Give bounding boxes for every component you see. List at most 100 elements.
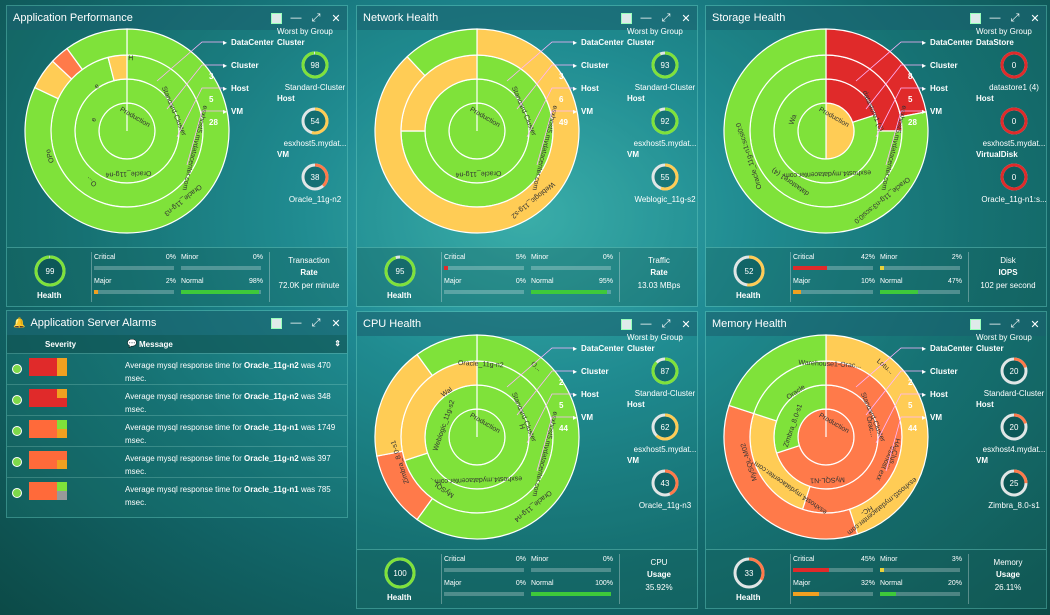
arrow-icon: ▸ — [223, 61, 227, 70]
sunburst-segment[interactable] — [825, 334, 929, 535]
sunburst-segment[interactable] — [416, 334, 580, 540]
maximize-button[interactable]: ⤢ — [1010, 11, 1020, 24]
minimize-button[interactable]: — — [640, 318, 652, 330]
restore-button[interactable] — [966, 316, 984, 332]
group-name[interactable]: esxhost5.mydat... — [283, 139, 347, 148]
group-health-ring[interactable]: 55 — [650, 162, 680, 192]
group-health-ring[interactable]: 93 — [650, 50, 680, 80]
group-health-ring[interactable]: 54 — [300, 106, 330, 136]
group-health-ring[interactable]: 20 — [999, 412, 1029, 442]
group-name[interactable]: Zimbra_8.0-s1 — [988, 501, 1040, 510]
close-button[interactable]: ✕ — [1030, 318, 1040, 331]
expand-icon[interactable] — [12, 364, 22, 374]
restore-button[interactable] — [267, 10, 285, 26]
alarm-row[interactable]: Average mysql response time for Oracle_1… — [7, 446, 347, 481]
panel-titlebar: Storage Health — ⤢ ✕ — [706, 6, 1046, 30]
leader-line — [885, 416, 924, 472]
minimize-button[interactable]: — — [989, 318, 1001, 330]
footer-divider — [269, 252, 270, 302]
overall-health-ring[interactable]: 95 — [383, 254, 417, 288]
overall-health-ring[interactable]: 99 — [33, 254, 67, 288]
group-health-ring[interactable]: 62 — [650, 412, 680, 442]
group-name[interactable]: Standard-Cluster — [284, 83, 346, 92]
sunburst-chart[interactable]: Production datastore1 (3)esxhost5.mydatac… — [706, 6, 1047, 248]
restore-button[interactable] — [617, 316, 635, 332]
footer-divider — [441, 554, 442, 604]
sunburst-segment[interactable] — [24, 28, 230, 234]
maximize-button[interactable]: ⤢ — [311, 11, 321, 24]
alarm-row[interactable]: Average mysql response time for Oracle_1… — [7, 353, 347, 388]
sort-icon[interactable]: ⇕ — [334, 339, 341, 348]
expand-icon[interactable] — [12, 457, 22, 467]
stat-normal-bar — [880, 290, 960, 294]
group-health-ring[interactable]: 0 — [999, 106, 1029, 136]
group-health-ring[interactable]: 25 — [999, 468, 1029, 498]
group-name[interactable]: Oracle_11g-n2 — [288, 195, 342, 204]
message-header[interactable]: Message — [139, 340, 173, 349]
close-button[interactable]: ✕ — [1030, 12, 1040, 25]
stat-major-label: Major — [793, 278, 811, 285]
close-button[interactable]: ✕ — [681, 318, 691, 331]
stat-normal-label: Normal — [880, 580, 903, 587]
footer-divider — [968, 554, 969, 604]
group-name[interactable]: esxhost5.mydat... — [982, 139, 1046, 148]
severity-header[interactable]: Severity — [45, 340, 77, 349]
sunburst-chart[interactable]: Production Standard-ClusterHA-Clus...esxh… — [706, 312, 1047, 550]
expand-icon[interactable] — [12, 488, 22, 498]
maximize-button[interactable]: ⤢ — [311, 316, 321, 329]
close-button[interactable]: ✕ — [331, 317, 341, 330]
sunburst-segment[interactable] — [723, 28, 929, 234]
group-name[interactable]: esxhost4.mydat... — [982, 445, 1046, 454]
group-name[interactable]: Oracle_11g-n1:s... — [981, 195, 1047, 204]
restore-button[interactable] — [267, 315, 285, 331]
restore-button[interactable] — [617, 10, 635, 26]
group-name[interactable]: Oracle_11g-n3 — [638, 501, 692, 510]
sunburst-segment[interactable] — [416, 334, 478, 377]
group-health-ring[interactable]: 0 — [999, 162, 1029, 192]
group-health-ring[interactable]: 0 — [999, 50, 1029, 80]
close-button[interactable]: ✕ — [331, 12, 341, 25]
group-name[interactable]: datastore1 (4) — [989, 83, 1039, 92]
group-name[interactable]: esxhost5.mydat... — [633, 139, 697, 148]
minimize-button[interactable]: — — [290, 12, 302, 24]
group-health-ring[interactable]: 43 — [650, 468, 680, 498]
alarm-row[interactable]: Average mysql response time for Oracle_1… — [7, 415, 347, 450]
group-name[interactable]: Standard-Cluster — [983, 389, 1045, 398]
stat-normal-label: Normal — [531, 580, 554, 587]
maximize-button[interactable]: ⤢ — [1010, 317, 1020, 330]
maximize-button[interactable]: ⤢ — [661, 11, 671, 24]
legend-count: 5 — [559, 401, 564, 410]
minimize-button[interactable]: — — [989, 12, 1001, 24]
sunburst-chart[interactable]: Production Standard-Clusteresxhost5.mydat… — [357, 6, 698, 248]
sunburst-segment[interactable] — [728, 334, 827, 415]
sunburst-segment[interactable] — [66, 28, 128, 71]
restore-button[interactable] — [966, 10, 984, 26]
alarm-row[interactable]: Average mysql response time for Oracle_1… — [7, 384, 347, 419]
alarm-row[interactable]: Average mysql response time for Oracle_1… — [7, 477, 347, 512]
overall-health-ring[interactable]: 52 — [732, 254, 766, 288]
sunburst-chart[interactable]: Production Standard-Clusteresxhost5.mydat… — [357, 312, 698, 550]
group-health-ring[interactable]: 87 — [650, 356, 680, 386]
group-health-ring[interactable]: 92 — [650, 106, 680, 136]
expand-icon[interactable] — [12, 426, 22, 436]
maximize-button[interactable]: ⤢ — [661, 317, 671, 330]
sunburst-chart[interactable]: Production Standard-Clusteresxhost5.mydat… — [7, 6, 348, 248]
footer-divider — [619, 252, 620, 302]
overall-health-ring[interactable]: 100 — [383, 556, 417, 590]
health-label: Health — [736, 291, 761, 300]
group-health-ring[interactable]: 98 — [300, 50, 330, 80]
expand-icon[interactable] — [12, 395, 22, 405]
group-name[interactable]: Standard-Cluster — [634, 389, 696, 398]
group-health-ring[interactable]: 38 — [300, 162, 330, 192]
minimize-button[interactable]: — — [290, 317, 302, 329]
panel-4: Memory Health — ⤢ ✕ Production Standard-Clust… — [705, 311, 1047, 609]
overall-health-ring[interactable]: 33 — [732, 556, 766, 590]
group-name[interactable]: esxhost5.mydat... — [633, 445, 697, 454]
close-button[interactable]: ✕ — [681, 12, 691, 25]
group-health-ring[interactable]: 20 — [999, 356, 1029, 386]
minimize-button[interactable]: — — [640, 12, 652, 24]
sunburst-segment[interactable] — [406, 28, 478, 77]
group-name[interactable]: Standard-Cluster — [634, 83, 696, 92]
group-name[interactable]: Weblogic_11g-s2 — [634, 195, 696, 204]
sunburst-segment[interactable] — [374, 28, 580, 234]
